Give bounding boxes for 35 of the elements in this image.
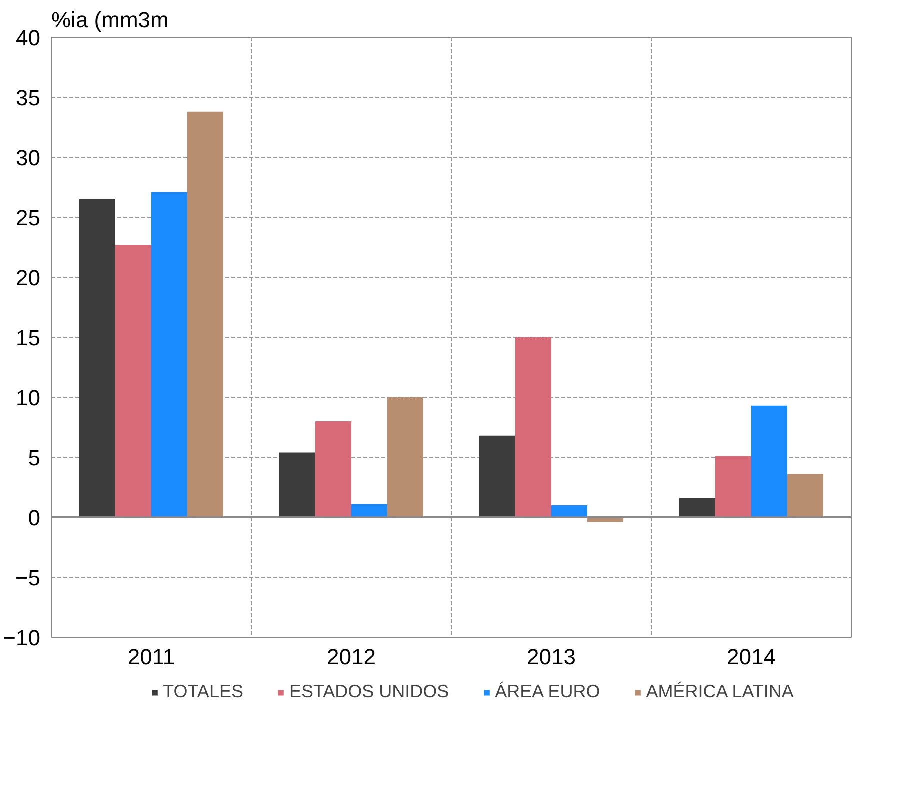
bar: [152, 192, 188, 518]
y-tick-label: 20: [16, 266, 41, 290]
bar: [352, 504, 388, 518]
legend-label: ÁREA EURO: [495, 682, 600, 702]
y-tick-label: 10: [16, 386, 41, 410]
legend-label: TOTALES: [163, 682, 244, 702]
y-tick-label: 5: [28, 446, 41, 470]
y-tick-label: 0: [28, 506, 41, 530]
legend-label: ESTADOS UNIDOS: [289, 682, 450, 702]
bar: [316, 422, 352, 518]
bar: [116, 245, 152, 518]
bar: [752, 406, 788, 518]
x-tick-label: 2014: [727, 644, 776, 670]
bar: [388, 398, 424, 518]
bar: [516, 338, 552, 518]
bar: [280, 452, 316, 518]
bar: [716, 456, 752, 518]
x-tick-label: 2012: [327, 644, 376, 670]
bar: [680, 498, 716, 518]
bar: [80, 200, 116, 518]
legend-label: AMÉRICA LATINA: [646, 682, 794, 702]
x-tick-label: 2013: [527, 644, 576, 670]
x-tick-label: 2011: [128, 644, 176, 670]
y-tick-label: −5: [15, 566, 41, 590]
bar: [188, 112, 224, 518]
y-tick-label: 35: [16, 86, 41, 110]
y-tick-label: 40: [16, 26, 41, 50]
y-tick-label: −10: [3, 626, 41, 650]
y-tick-label: 15: [16, 326, 41, 350]
y-axis-title: %ia (mm3m: [52, 8, 169, 32]
y-tick-label: 25: [16, 206, 41, 230]
bar: [552, 506, 588, 518]
bar: [480, 436, 516, 518]
bar: [788, 474, 824, 518]
y-tick-label: 30: [16, 146, 41, 170]
